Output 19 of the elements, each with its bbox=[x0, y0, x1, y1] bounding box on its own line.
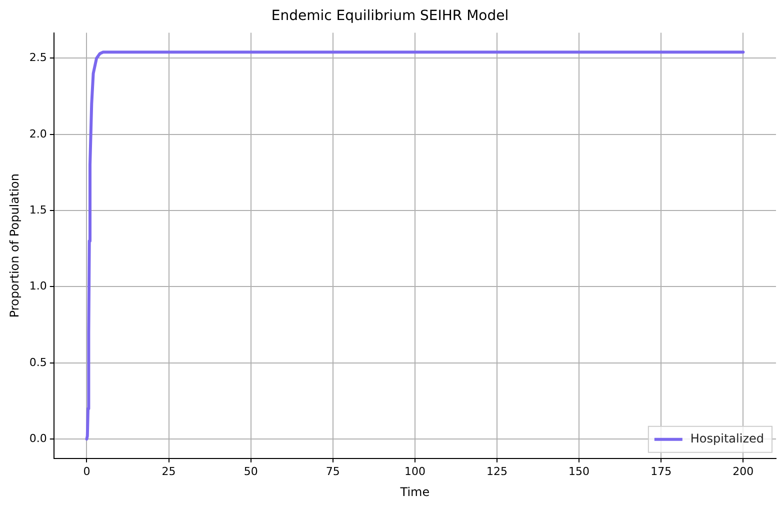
y-tick-label: 2.0 bbox=[29, 127, 47, 140]
x-tick-label: 125 bbox=[486, 464, 508, 478]
x-tick-label: 100 bbox=[404, 464, 426, 478]
chart-title: Endemic Equilibrium SEIHR Model bbox=[271, 8, 509, 24]
x-tick-label: 150 bbox=[568, 464, 590, 478]
y-tick-label: 0.5 bbox=[29, 356, 47, 369]
y-tick-label: 2.5 bbox=[29, 51, 47, 64]
y-axis-title: Proportion of Population bbox=[7, 174, 22, 318]
legend-label: Hospitalized bbox=[690, 432, 764, 446]
x-tick-label: 200 bbox=[732, 464, 754, 478]
x-tick-label: 175 bbox=[650, 464, 672, 478]
x-tick-label: 0 bbox=[83, 464, 90, 478]
y-tick-label: 0.0 bbox=[29, 432, 47, 445]
x-tick-label: 75 bbox=[326, 464, 340, 478]
y-tick-label: 1.0 bbox=[29, 280, 47, 293]
y-tick-label: 1.5 bbox=[29, 203, 47, 216]
x-tick-label: 50 bbox=[244, 464, 258, 478]
x-axis-title: Time bbox=[399, 484, 430, 499]
x-tick-label: 25 bbox=[162, 464, 176, 478]
